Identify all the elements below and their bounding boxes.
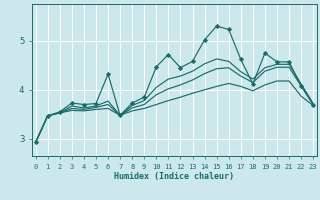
X-axis label: Humidex (Indice chaleur): Humidex (Indice chaleur) (115, 172, 234, 181)
